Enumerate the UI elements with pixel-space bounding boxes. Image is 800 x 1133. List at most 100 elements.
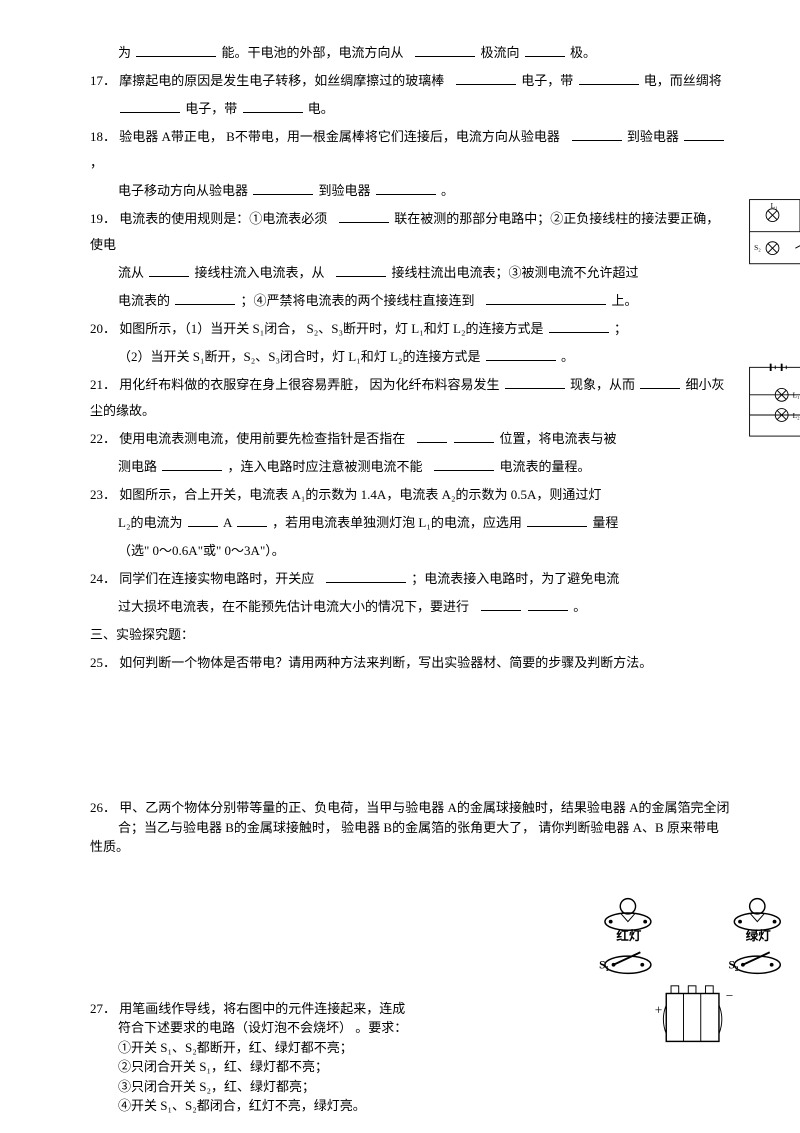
answer-space-q25 <box>90 678 730 798</box>
text: 同学们在连接实物电路时，开关应 <box>119 571 314 586</box>
text: 如何判断一个物体是否带电？请用两种方法来判断，写出实验器材、简要的步骤及判断方法… <box>119 655 652 670</box>
svg-text:S₂: S₂ <box>729 960 739 972</box>
q23-line2: L₂的电流为 A ，若用电流表单独测灯泡 L₁的电流，应选用 量程 <box>90 510 730 536</box>
q16-line: 为 能。干电池的外部，电流方向从 极流向 极。 <box>90 40 730 66</box>
qnum: 24． <box>90 571 116 586</box>
q17: 17． 摩擦起电的原因是发生电子转移，如丝绸摩擦过的玻璃棒 电子，带 电，而丝绸… <box>90 68 730 94</box>
text: ； <box>614 321 627 336</box>
q19-line2: 流从 接线柱流入电流表，从 接线柱流出电流表；③被测电流不允许超过 <box>90 260 730 286</box>
blank[interactable] <box>640 375 680 389</box>
blank[interactable] <box>339 209 389 223</box>
q18: 18． 验电器 A带正电， B不带电，用一根金属棒将它们连接后，电流方向从验电器… <box>90 124 730 176</box>
blank[interactable] <box>456 71 516 85</box>
text: 极流向 <box>481 45 520 60</box>
blank[interactable] <box>415 43 475 57</box>
text: 用笔画线作导线，将右图中的元件连接起来，连成 <box>119 1001 405 1016</box>
text: 电。 <box>308 101 334 116</box>
circuit-diagram-q20: L₁ S₂ L₂ S₃ S₁ <box>745 195 800 268</box>
text: 测电路 <box>118 459 157 474</box>
blank[interactable] <box>376 181 436 195</box>
text: 接线柱流出电流表；③被测电流不允许超过 <box>392 265 639 280</box>
text: ， <box>90 155 103 170</box>
text: 合；当乙与验电器 B的金属球接触时， 验电器 B的金属箔的张角更大了， 请你判断… <box>90 820 719 855</box>
text: 到验电器 <box>319 183 371 198</box>
q21: 21． 用化纤布料做的衣服穿在身上很容易弄脏， 因为化纤布料容易发生 现象，从而… <box>90 372 730 424</box>
section-3-title: 三、实验探究题： <box>90 622 730 648</box>
text: 现象，从而 <box>570 377 635 392</box>
text: 电子，带 <box>521 73 573 88</box>
q17-line2: 电子，带 电。 <box>90 96 730 122</box>
blank[interactable] <box>505 375 565 389</box>
text: 过大损坏电流表，在不能预先估计电流大小的情况下，要进行 <box>118 599 469 614</box>
text: 位置，将电流表与被 <box>500 431 617 446</box>
blank[interactable] <box>486 347 556 361</box>
blank[interactable] <box>120 99 180 113</box>
svg-text:−: − <box>726 988 734 1003</box>
text: 极。 <box>570 45 596 60</box>
q24-line2: 过大损坏电流表，在不能预先估计电流大小的情况下，要进行 。 <box>90 594 730 620</box>
text: 。 <box>441 183 454 198</box>
q18-line2: 电子移动方向从验电器 到验电器 。 <box>90 178 730 204</box>
blank[interactable] <box>417 429 447 443</box>
qnum: 21． <box>90 377 116 392</box>
text: 如图所示，合上开关，电流表 A₁的示数为 1.4A，电流表 A₂的示数为 0.5… <box>119 487 601 502</box>
text: 流从 <box>118 265 144 280</box>
text: 电流表的 <box>118 293 170 308</box>
q22: 22． 使用电流表测电流，使用前要先检查指针是否指在 位置，将电流表与被 <box>90 426 730 452</box>
q24: 24． 同学们在连接实物电路时，开关应 ；电流表接入电路时，为了避免电流 <box>90 566 730 592</box>
blank[interactable] <box>243 99 303 113</box>
circuit-diagram-q27: 红灯 绿灯 S₁ S₂ + − <box>580 890 800 1053</box>
blank[interactable] <box>527 513 587 527</box>
blank[interactable] <box>454 429 494 443</box>
circuit-diagram-q23: A₁ A₂ L₁ L₂ <box>745 360 800 443</box>
q20: 20． 如图所示，（1）当开关 S₁闭合， S₂、S₃断开时，灯 L₁和灯 L₂… <box>90 316 730 342</box>
text: 符合下述要求的电路（设灯泡不会烧坏） 。要求： <box>90 1018 407 1038</box>
qnum: 25． <box>90 655 116 670</box>
svg-text:L₁: L₁ <box>793 391 800 400</box>
svg-text:L₁: L₁ <box>771 201 778 210</box>
blank[interactable] <box>434 457 494 471</box>
text: ，若用电流表单独测灯泡 L₁的电流，应选用 <box>272 515 522 530</box>
red-lamp-label: 红灯 <box>616 928 641 943</box>
blank[interactable] <box>684 127 724 141</box>
blank[interactable] <box>572 127 622 141</box>
text: 如图所示，（1）当开关 S₁闭合， S₂、S₃断开时，灯 L₁和灯 L₂的连接方… <box>119 321 543 336</box>
q22-line2: 测电路 ，连入电路时应注意被测电流不能 电流表的量程。 <box>90 454 730 480</box>
qnum: 20． <box>90 321 116 336</box>
text: （选" 0～0.6A"或" 0～3A"）。 <box>118 543 285 558</box>
text: L₂的电流为 <box>118 515 182 530</box>
text: 为 <box>118 45 131 60</box>
text: 使用电流表测电流，使用前要先检查指针是否指在 <box>119 431 405 446</box>
text: 电，而丝绸将 <box>644 73 722 88</box>
blank[interactable] <box>549 319 609 333</box>
text: 电子，带 <box>185 101 237 116</box>
req2: ②只闭合开关 S₁，红、绿灯都不亮； <box>90 1057 328 1077</box>
blank[interactable] <box>481 597 521 611</box>
blank[interactable] <box>525 43 565 57</box>
blank[interactable] <box>188 513 218 527</box>
blank[interactable] <box>253 181 313 195</box>
green-lamp-label: 绿灯 <box>746 928 771 943</box>
blank[interactable] <box>149 263 189 277</box>
blank[interactable] <box>486 291 606 305</box>
qnum: 26． <box>90 800 116 815</box>
q27: 27． 用笔画线作导线，将右图中的元件连接起来，连成 符合下述要求的电路（设灯泡… <box>90 999 470 1116</box>
q25: 25． 如何判断一个物体是否带电？请用两种方法来判断，写出实验器材、简要的步骤及… <box>90 650 730 676</box>
blank[interactable] <box>528 597 568 611</box>
text: 甲、乙两个物体分别带等量的正、负电荷，当甲与验电器 A的金属球接触时，结果验电器… <box>119 800 729 815</box>
blank[interactable] <box>326 569 406 583</box>
q26: 26． 甲、乙两个物体分别带等量的正、负电荷，当甲与验电器 A的金属球接触时，结… <box>90 798 730 857</box>
qnum: 27． <box>90 1001 116 1016</box>
blank[interactable] <box>336 263 386 277</box>
text: ；电流表接入电路时，为了避免电流 <box>411 571 619 586</box>
blank[interactable] <box>579 71 639 85</box>
text: 摩擦起电的原因是发生电子转移，如丝绸摩擦过的玻璃棒 <box>119 73 444 88</box>
q20-line2: （2）当开关 S₁断开，S₂、S₃闭合时，灯 L₁和灯 L₂的连接方式是 。 <box>90 344 730 370</box>
text: ；④严禁将电流表的两个接线柱直接连到 <box>241 293 475 308</box>
blank[interactable] <box>175 291 235 305</box>
blank[interactable] <box>237 513 267 527</box>
text: A <box>223 515 232 530</box>
blank[interactable] <box>136 43 216 57</box>
text: 。 <box>561 349 574 364</box>
blank[interactable] <box>162 457 222 471</box>
